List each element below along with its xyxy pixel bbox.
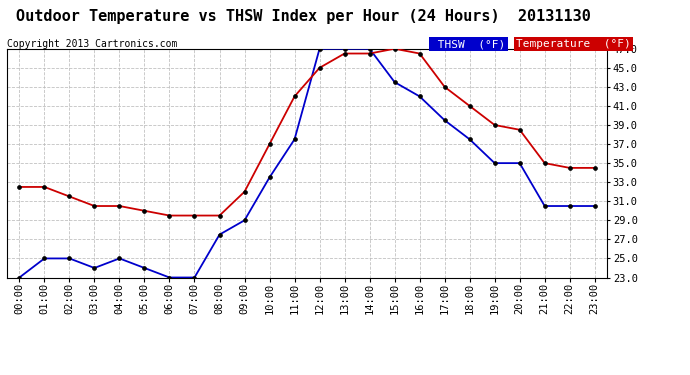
Text: Copyright 2013 Cartronics.com: Copyright 2013 Cartronics.com [7, 39, 177, 50]
Text: Temperature  (°F): Temperature (°F) [516, 39, 631, 50]
Text: Outdoor Temperature vs THSW Index per Hour (24 Hours)  20131130: Outdoor Temperature vs THSW Index per Ho… [16, 9, 591, 24]
Text: THSW  (°F): THSW (°F) [431, 39, 506, 50]
